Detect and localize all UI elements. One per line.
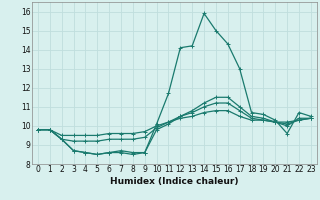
X-axis label: Humidex (Indice chaleur): Humidex (Indice chaleur)	[110, 177, 239, 186]
